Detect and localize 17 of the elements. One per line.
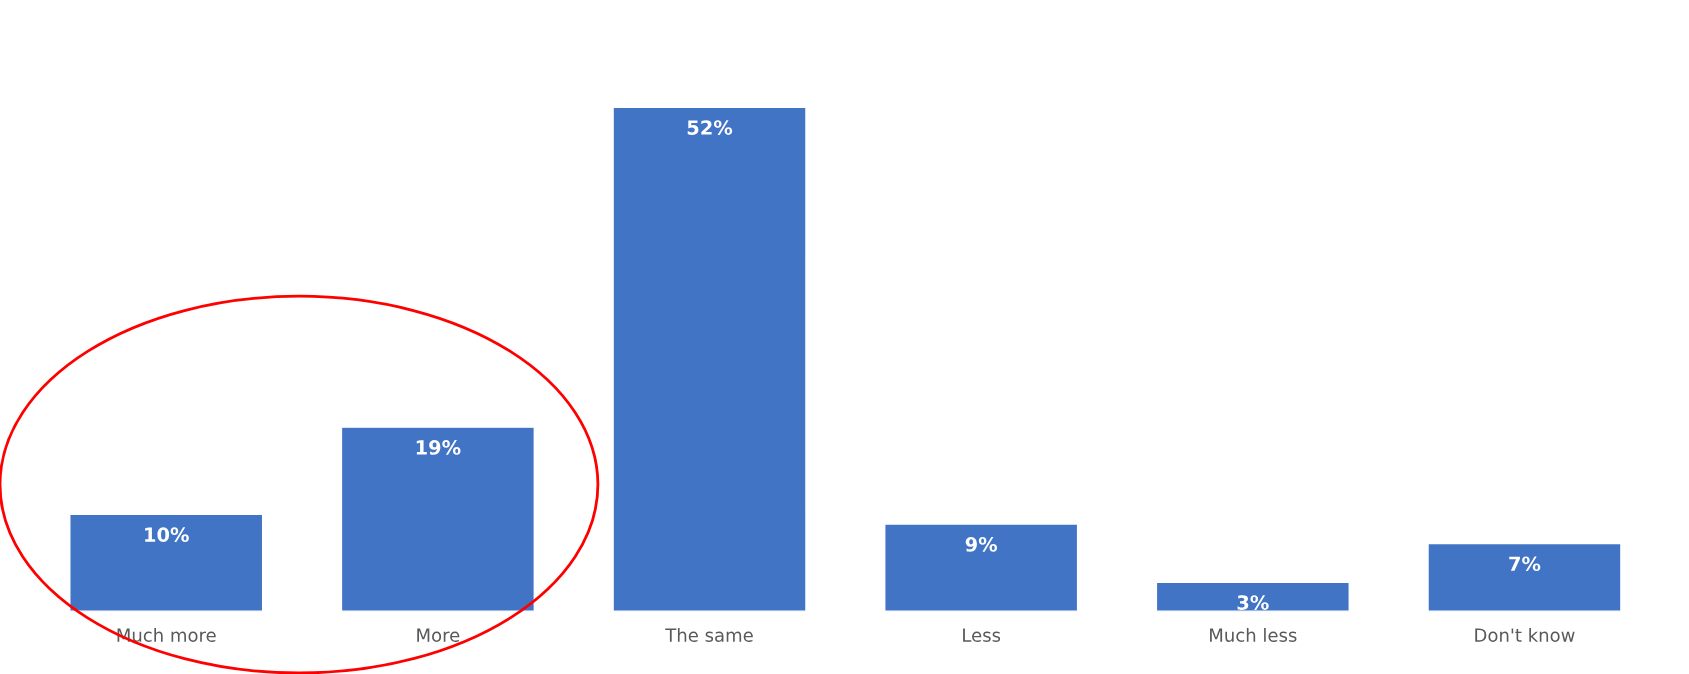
data-label: 9% [965,537,998,552]
bar [69,513,264,612]
x-tick-label: Less [963,628,1001,642]
x-tick-label: Don't know [1475,627,1575,642]
data-label: 10% [145,527,189,543]
bar [1427,542,1622,612]
x-tick-label: Much less [1210,627,1297,642]
x-tick-label: More [417,628,460,642]
bar [884,523,1079,612]
data-label: 52% [687,120,733,135]
bar [612,106,807,612]
bar [340,426,536,612]
bar [1155,581,1350,612]
x-tick-label: The same [665,627,753,642]
data-label: 7% [1509,556,1541,572]
data-label: 3% [1237,595,1269,610]
data-label: 19% [416,440,461,455]
